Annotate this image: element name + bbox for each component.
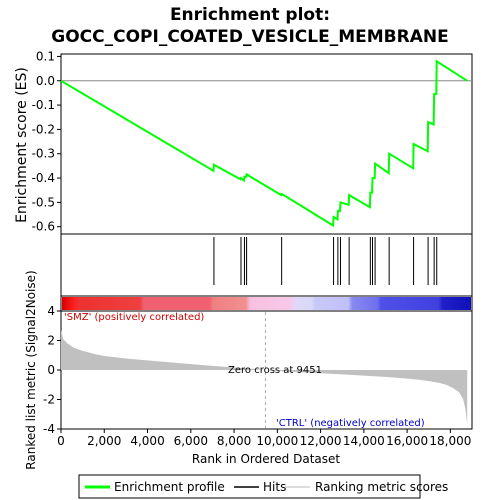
x-tick-label: 18,000 [429, 434, 471, 448]
rank-y-tick-label: -2 [43, 393, 55, 407]
es-y-tick-label: -0.3 [32, 147, 55, 161]
x-tick-label: 8,000 [217, 434, 251, 448]
es-y-tick-label: -0.1 [32, 98, 55, 112]
es-y-tick-label: -0.4 [32, 171, 55, 185]
es-y-tick-label: 0.1 [36, 49, 55, 63]
x-tick-label: 12,000 [300, 434, 342, 448]
zero-cross-label: Zero cross at 9451 [228, 365, 322, 376]
x-axis-label: Rank in Ordered Dataset [192, 452, 340, 466]
chart-title-line2: GOCC_COPI_COATED_VESICLE_MEMBRANE [51, 27, 448, 47]
x-tick-label: 2,000 [87, 434, 121, 448]
legend-label-ranking: Ranking metric scores [315, 480, 448, 494]
rank-y-tick-label: 2 [47, 334, 55, 348]
x-tick-label: 10,000 [256, 434, 298, 448]
es-panel-frame [60, 53, 473, 235]
x-tick-label: 16,000 [386, 434, 428, 448]
hits-panel-frame [60, 233, 473, 297]
enrichment-profile-line [60, 59, 468, 228]
x-tick-label: 4,000 [130, 434, 164, 448]
legend-label-enrichment: Enrichment profile [114, 480, 225, 494]
rank-y-tick-label: -4 [43, 422, 55, 436]
es-y-tick-label: 0.0 [36, 74, 55, 88]
x-tick-label: 14,000 [343, 434, 385, 448]
negative-correlation-label: 'CTRL' (negatively correlated) [276, 418, 425, 429]
positive-correlation-label: 'SMZ' (positively correlated) [64, 312, 204, 323]
es-y-tick-label: -0.2 [32, 122, 55, 136]
rank-y-tick-label: 4 [47, 304, 55, 318]
ranking-heatmap-fill [62, 297, 471, 310]
legend-label-hits: Hits [263, 480, 286, 494]
chart-title-line1: Enrichment plot: [170, 5, 330, 25]
es-y-tick-label: -0.5 [32, 195, 55, 209]
ranking-y-axis-label: Ranked list metric (Signal2Noise) [24, 270, 38, 469]
es-y-axis-label: Enrichment score (ES) [14, 67, 30, 223]
x-tick-label: 0 [57, 434, 65, 448]
es-y-tick-label: -0.6 [32, 220, 55, 234]
rank-y-tick-label: 0 [47, 363, 55, 377]
x-tick-label: 6,000 [174, 434, 208, 448]
